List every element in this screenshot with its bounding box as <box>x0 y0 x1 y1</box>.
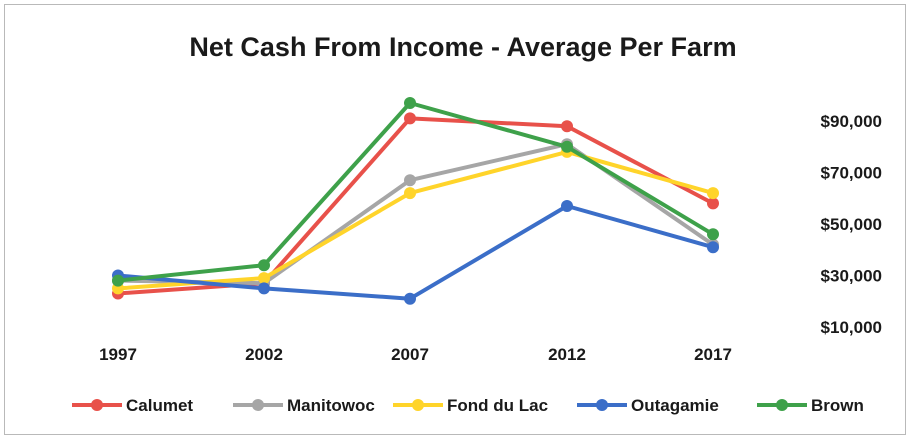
data-point <box>707 228 719 241</box>
chart-frame <box>4 4 906 435</box>
series-line <box>116 116 715 296</box>
data-point <box>561 120 573 133</box>
x-tick-label: 2012 <box>548 345 586 364</box>
legend-swatch-marker <box>596 399 608 411</box>
data-point <box>404 292 416 305</box>
data-point <box>404 187 416 200</box>
data-point <box>404 174 416 187</box>
data-point <box>404 97 416 109</box>
chart-title: Net Cash From Income - Average Per Farm <box>189 32 736 62</box>
x-tick-label: 2007 <box>391 345 429 364</box>
x-tick-label: 2017 <box>694 345 732 364</box>
series-line <box>116 204 715 301</box>
legend-label: Outagamie <box>631 396 719 415</box>
legend: Calumet Manitowoc Fond du Lac Outagamie Brow… <box>72 396 864 415</box>
legend-item: Manitowoc <box>233 396 375 415</box>
legend-item: Brown <box>757 396 864 415</box>
legend-swatch-marker <box>252 399 264 411</box>
legend-label: Fond du Lac <box>447 396 548 415</box>
y-tick-label: $50,000 <box>821 215 882 234</box>
y-tick-label: $90,000 <box>821 112 882 131</box>
legend-label: Calumet <box>126 396 193 415</box>
data-point <box>707 241 719 254</box>
series-brown <box>112 97 719 287</box>
legend-swatch-marker <box>91 399 103 411</box>
y-tick-label: $10,000 <box>821 318 882 337</box>
data-point <box>112 274 124 287</box>
x-tick-label: 1997 <box>99 345 137 364</box>
legend-swatch-marker <box>776 399 788 411</box>
series-lines <box>112 97 719 305</box>
y-axis-ticks: $10,000 $30,000 $50,000 $70,000 $90,000 <box>821 112 882 337</box>
data-point <box>258 282 270 295</box>
legend-label: Brown <box>811 396 864 415</box>
data-point <box>561 200 573 212</box>
legend-item: Fond du Lac <box>393 396 548 415</box>
data-point <box>707 187 719 200</box>
legend-item: Outagamie <box>577 396 719 415</box>
legend-item: Calumet <box>72 396 193 415</box>
y-tick-label: $30,000 <box>821 267 882 286</box>
data-point <box>258 259 270 272</box>
x-tick-label: 2002 <box>245 345 283 364</box>
legend-swatch-marker <box>412 399 424 411</box>
legend-label: Manitowoc <box>287 396 375 415</box>
y-tick-label: $70,000 <box>821 164 882 183</box>
data-point <box>561 140 573 153</box>
series-manitowoc <box>112 138 719 290</box>
data-point <box>404 112 416 125</box>
series-line <box>116 142 715 286</box>
data-point <box>707 197 719 210</box>
x-axis-ticks: 1997 2002 2007 2012 2017 <box>99 345 732 364</box>
data-point <box>258 272 270 285</box>
